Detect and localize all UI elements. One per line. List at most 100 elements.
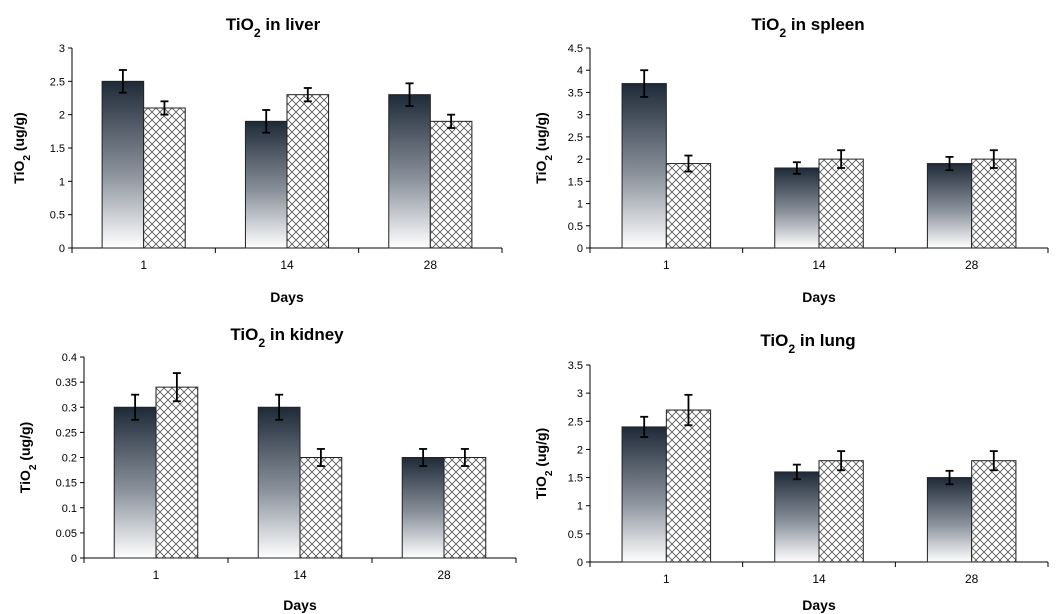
y-tick-label: 0.35: [56, 377, 77, 389]
y-tick-label: 0: [577, 557, 583, 569]
y-axis-label-main: TiO: [533, 161, 549, 184]
bar-series-2: [443, 457, 487, 559]
bar-series-1: [926, 163, 973, 249]
x-tick-label: 14: [293, 568, 307, 582]
x-tick-label: 28: [965, 572, 979, 586]
chart-title-main: TiO: [760, 331, 788, 350]
bar-series-2: [665, 163, 712, 249]
y-axis-label: TiO2 (ug/g): [533, 112, 555, 183]
bar-series-2: [971, 460, 1017, 563]
y-axis-label-main: TiO: [17, 470, 33, 493]
chart-title: TiO2 in lung: [760, 331, 855, 356]
x-tick-label: 14: [812, 572, 826, 586]
y-axis-label-main: TiO: [533, 476, 549, 499]
y-tick-label: 2: [577, 154, 583, 166]
y-tick-label: 4: [577, 65, 583, 77]
bar-series-1: [244, 120, 288, 249]
chart-title-main: TiO: [226, 15, 254, 34]
y-tick-label: 0.05: [56, 528, 77, 540]
chart-title-rest: in kidney: [265, 325, 344, 344]
bar-series-2: [155, 386, 199, 559]
bar-series-1: [257, 406, 301, 559]
x-tick-label: 28: [437, 568, 451, 582]
bar-series-2: [665, 409, 712, 563]
y-axis-label-rest: (ug/g): [533, 112, 549, 155]
chart-title: TiO2 in spleen: [751, 15, 864, 40]
bar-series-2: [143, 107, 186, 249]
bar-series-2: [818, 158, 864, 249]
chart-title-rest: in spleen: [786, 15, 864, 34]
chart-title-rest: in liver: [261, 15, 321, 34]
y-axis-label: TiO2 (ug/g): [11, 112, 33, 183]
y-tick-label: 0.4: [62, 352, 77, 364]
chart-title-sub: 2: [254, 26, 261, 40]
bar-series-2: [286, 94, 330, 249]
bar-series-1: [113, 406, 157, 559]
x-tick-label: 28: [965, 258, 979, 272]
bar-series-1: [621, 83, 667, 249]
y-tick-label: 2.5: [50, 76, 65, 88]
bar-series-2: [971, 158, 1017, 249]
y-tick-label: 0.2: [62, 453, 77, 465]
chart-title: TiO2 in liver: [226, 15, 321, 40]
x-tick-label: 1: [153, 568, 160, 582]
y-axis-label-sub: 2: [544, 470, 555, 476]
y-axis-label: TiO2 (ug/g): [533, 428, 555, 499]
bar-series-2: [429, 120, 473, 249]
y-axis-label-main: TiO: [11, 161, 27, 184]
bar-series-2: [818, 460, 864, 563]
y-tick-label: 2: [59, 110, 65, 122]
chart-title-sub: 2: [258, 336, 265, 350]
y-tick-label: 0: [577, 243, 583, 255]
y-tick-label: 2.5: [568, 416, 583, 428]
y-tick-label: 0: [59, 243, 65, 255]
y-tick-label: 4.5: [568, 43, 583, 55]
chart-title-main: TiO: [230, 325, 258, 344]
y-tick-label: 0.3: [62, 402, 77, 414]
y-tick-label: 1: [577, 501, 583, 513]
bar-series-1: [101, 80, 145, 249]
y-tick-label: 0.25: [56, 427, 77, 439]
y-tick-label: 3.5: [568, 87, 583, 99]
y-tick-label: 2: [577, 444, 583, 456]
y-tick-label: 0.1: [62, 503, 77, 515]
x-axis-label: Days: [270, 289, 304, 305]
y-tick-label: 1.5: [50, 143, 65, 155]
y-tick-label: 0.5: [50, 210, 65, 222]
chart-title: TiO2 in kidney: [230, 325, 344, 350]
x-tick-label: 1: [663, 258, 670, 272]
chart-title-main: TiO: [751, 15, 779, 34]
y-tick-label: 0.5: [568, 221, 583, 233]
y-axis-label-sub: 2: [22, 155, 33, 161]
y-tick-label: 3.5: [568, 360, 583, 372]
bar-series-1: [401, 457, 445, 559]
x-tick-label: 28: [424, 258, 438, 272]
y-tick-label: 3: [577, 388, 583, 400]
y-tick-label: 3: [59, 43, 65, 55]
y-axis-label-rest: (ug/g): [533, 428, 549, 471]
bar-series-1: [388, 94, 431, 249]
x-tick-label: 14: [280, 258, 294, 272]
x-tick-label: 14: [812, 258, 826, 272]
bar-series-1: [774, 167, 820, 249]
y-axis-label-sub: 2: [544, 155, 555, 161]
bar-series-1: [926, 477, 973, 563]
chart-title-sub: 2: [788, 342, 795, 356]
chart-title-rest: in lung: [795, 331, 855, 350]
x-axis-label: Days: [283, 597, 317, 613]
y-tick-label: 0: [71, 553, 77, 565]
y-tick-label: 1.5: [568, 176, 583, 188]
y-axis-label-rest: (ug/g): [11, 112, 27, 155]
y-tick-label: 0.15: [56, 478, 77, 490]
chart-title-sub: 2: [779, 26, 786, 40]
bar-series-2: [299, 457, 343, 559]
bar-series-1: [621, 426, 667, 563]
y-tick-label: 3: [577, 110, 583, 122]
x-axis-label: Days: [802, 597, 836, 613]
